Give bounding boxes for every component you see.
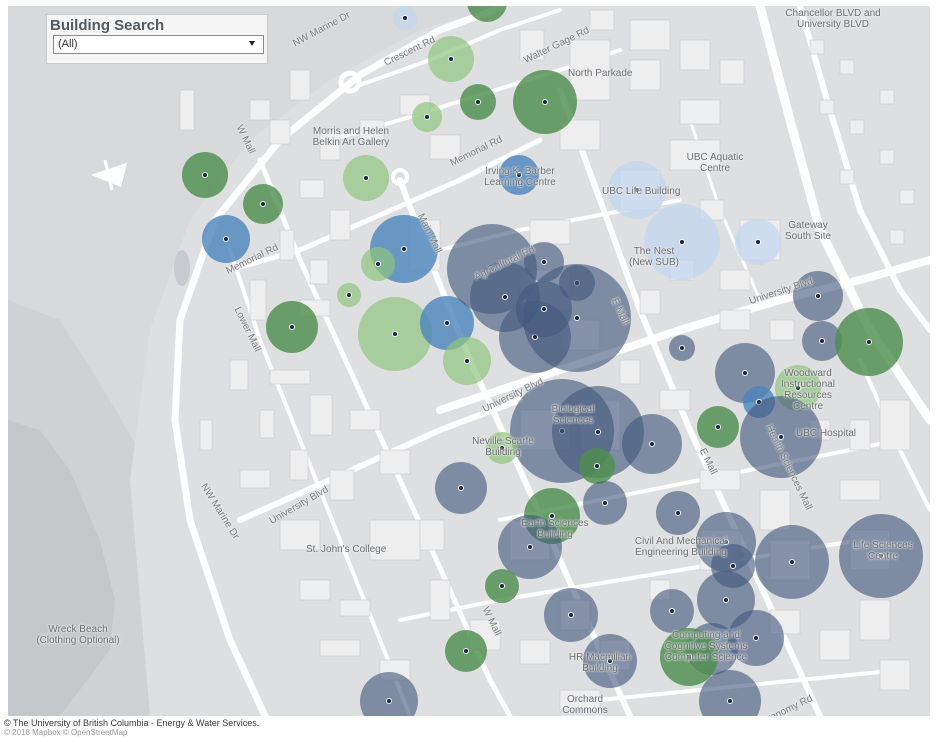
marker-center-dot	[754, 238, 762, 246]
building-marker[interactable]	[699, 670, 761, 716]
water-area	[8, 420, 115, 716]
marker-center-dot	[573, 314, 581, 322]
marker-center-dot	[752, 634, 760, 642]
marker-center-dot	[722, 596, 730, 604]
marker-center-dot	[722, 538, 730, 546]
marker-center-dot	[457, 484, 465, 492]
marker-center-dot	[463, 357, 471, 365]
marker-center-dot	[678, 344, 686, 352]
marker-center-dot	[201, 171, 209, 179]
marker-center-dot	[443, 319, 451, 327]
marker-center-dot	[685, 653, 693, 661]
marker-center-dot	[345, 291, 353, 299]
marker-center-dot	[515, 171, 523, 179]
marker-center-dot	[818, 337, 826, 345]
building-marker[interactable]	[467, 6, 507, 22]
marker-center-dot	[606, 657, 614, 665]
building-search-dropdown[interactable]: (All)	[53, 35, 264, 54]
marker-center-dot	[674, 509, 682, 517]
marker-center-dot	[385, 697, 393, 705]
marker-center-dot	[541, 98, 549, 106]
marker-center-dot	[548, 512, 556, 520]
marker-center-dot	[601, 499, 609, 507]
marker-center-dot	[526, 543, 534, 551]
marker-center-dot	[726, 697, 734, 705]
marker-center-dot	[729, 562, 737, 570]
marker-center-dot	[648, 440, 656, 448]
dropdown-value: (All)	[58, 38, 78, 50]
marker-center-dot	[865, 338, 873, 346]
basemap[interactable]	[8, 6, 930, 716]
marker-center-dot	[400, 245, 408, 253]
plane-icon	[90, 159, 128, 191]
marker-center-dot	[391, 330, 399, 338]
marker-center-dot	[498, 444, 506, 452]
marker-center-dot	[714, 423, 722, 431]
marker-center-dot	[401, 14, 409, 22]
marker-center-dot	[633, 186, 641, 194]
marker-center-dot	[288, 323, 296, 331]
marker-center-dot	[678, 238, 686, 246]
marker-center-dot	[567, 611, 575, 619]
marker-center-dot	[501, 293, 509, 301]
marker-center-dot	[788, 558, 796, 566]
marker-center-dot	[362, 174, 370, 182]
building-search-filter: Building Search (All)	[46, 14, 268, 64]
filter-title: Building Search	[50, 17, 165, 34]
marker-center-dot	[447, 55, 455, 63]
marker-center-dot	[777, 433, 785, 441]
marker-center-dot	[741, 369, 749, 377]
marker-center-dot	[794, 384, 802, 392]
map-view[interactable]: NW Marine Dr Crescent Rd Walter Gage Rd …	[8, 6, 930, 716]
marker-center-dot	[540, 258, 548, 266]
marker-center-dot	[498, 582, 506, 590]
map-attribution[interactable]: © 2018 Mapbox © OpenStreetMap	[4, 728, 128, 737]
marker-center-dot	[877, 552, 885, 560]
marker-center-dot	[222, 235, 230, 243]
marker-center-dot	[593, 462, 601, 470]
footer-credit: © The University of British Columbia - E…	[4, 718, 260, 728]
building-marker[interactable]	[360, 672, 418, 716]
marker-center-dot	[423, 113, 431, 121]
marker-center-dot	[668, 607, 676, 615]
marker-center-dot	[594, 428, 602, 436]
marker-center-dot	[259, 200, 267, 208]
marker-center-dot	[540, 305, 548, 313]
marker-center-dot	[374, 260, 382, 268]
marker-center-dot	[814, 292, 822, 300]
marker-center-dot	[474, 98, 482, 106]
chevron-down-icon[interactable]	[249, 41, 255, 46]
marker-center-dot	[462, 647, 470, 655]
